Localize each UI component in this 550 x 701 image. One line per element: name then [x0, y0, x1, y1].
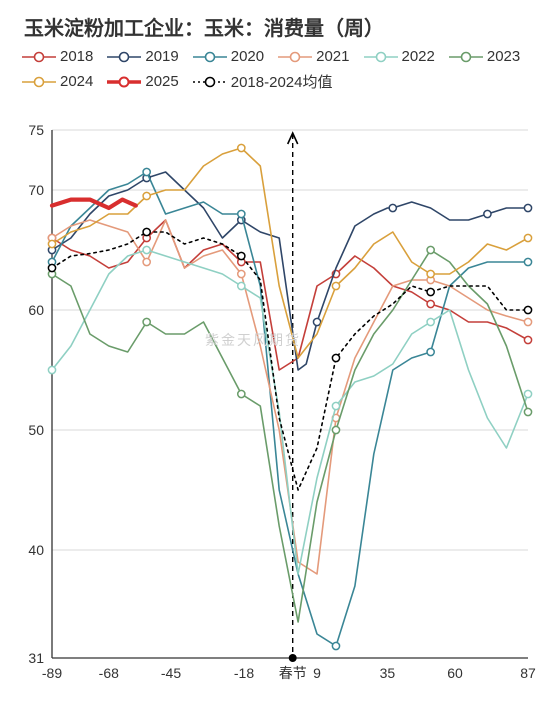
legend-label: 2019 [145, 48, 178, 65]
legend-swatch [364, 50, 398, 64]
svg-text:春节: 春节 [279, 665, 307, 681]
svg-text:9: 9 [313, 665, 321, 681]
svg-text:31: 31 [28, 650, 44, 666]
svg-text:75: 75 [28, 122, 44, 138]
legend-item: 2024 [22, 71, 93, 92]
svg-text:60: 60 [28, 302, 44, 318]
chart-area: 紫金天风期货 314050607075-89-68-45-18春节9356087 [10, 120, 540, 690]
legend-label: 2024 [60, 73, 93, 90]
legend-label: 2018 [60, 48, 93, 65]
legend-label: 2022 [402, 48, 435, 65]
svg-text:-45: -45 [161, 665, 181, 681]
legend-label: 2020 [231, 48, 264, 65]
legend-item: 2020 [193, 48, 264, 65]
legend-swatch [107, 75, 141, 89]
svg-text:60: 60 [447, 665, 463, 681]
svg-text:-68: -68 [99, 665, 119, 681]
legend-item: 2022 [364, 48, 435, 65]
svg-text:70: 70 [28, 182, 44, 198]
legend-label: 2023 [487, 48, 520, 65]
legend-item: 2019 [107, 48, 178, 65]
legend-swatch [22, 50, 56, 64]
legend-label: 2018-2024均值 [231, 71, 333, 92]
svg-text:87: 87 [520, 665, 536, 681]
svg-text:-89: -89 [42, 665, 62, 681]
legend-swatch [278, 50, 312, 64]
legend-item: 2023 [449, 48, 520, 65]
legend-item: 2018 [22, 48, 93, 65]
legend-item: 2018-2024均值 [193, 71, 333, 92]
svg-text:50: 50 [28, 422, 44, 438]
legend-item: 2021 [278, 48, 349, 65]
legend-swatch [193, 50, 227, 64]
legend-swatch [107, 50, 141, 64]
legend: 2018 2019 2020 2021 2022 2023 2024 2025 2018-202… [22, 48, 528, 92]
svg-text:40: 40 [28, 542, 44, 558]
chart-title: 玉米淀粉加工企业：玉米：消费量（周） [24, 12, 384, 41]
legend-swatch [22, 75, 56, 89]
legend-label: 2021 [316, 48, 349, 65]
legend-swatch [193, 75, 227, 89]
svg-text:-18: -18 [234, 665, 254, 681]
legend-swatch [449, 50, 483, 64]
legend-item: 2025 [107, 71, 178, 92]
svg-text:35: 35 [380, 665, 396, 681]
legend-label: 2025 [145, 73, 178, 90]
